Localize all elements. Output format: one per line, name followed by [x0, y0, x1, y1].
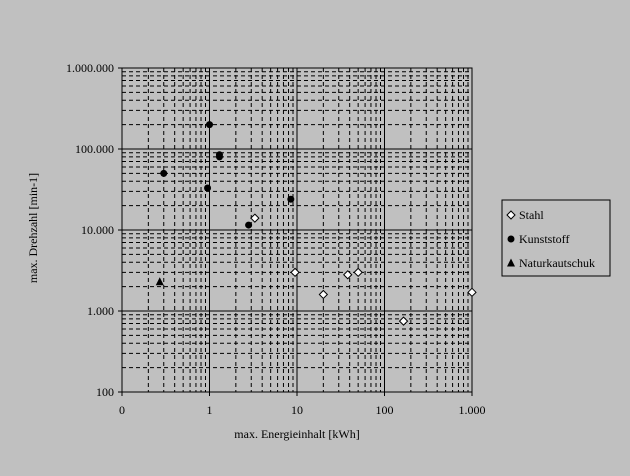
y-tick-label: 10.000 — [81, 223, 114, 237]
data-point-kunststoff — [204, 184, 212, 192]
y-tick-label: 1.000 — [87, 304, 114, 318]
y-tick-label: 100 — [96, 385, 114, 399]
x-tick-label: 100 — [376, 403, 394, 417]
legend-marker-stahl — [506, 210, 516, 220]
data-point-naturkautschuk — [155, 277, 164, 286]
y-tick-label: 100.000 — [75, 142, 114, 156]
data-point-stahl — [250, 213, 260, 223]
data-point-stahl — [318, 289, 329, 300]
x-axis-title: max. Energieinhalt [kWh] — [234, 427, 359, 441]
data-points — [155, 121, 477, 326]
data-point-stahl — [290, 267, 300, 278]
grid — [122, 68, 472, 392]
legend-label-naturkautschuk: Naturkautschuk — [519, 256, 595, 270]
data-point-kunststoff — [160, 169, 168, 177]
data-point-kunststoff — [245, 221, 253, 229]
data-point-stahl — [467, 287, 477, 298]
data-point-stahl — [343, 270, 353, 280]
legend-label-stahl: Stahl — [519, 208, 544, 222]
legend-marker-naturkautschuk — [507, 258, 515, 267]
data-point-stahl — [353, 267, 363, 278]
y-tick-label: 1.000.000 — [66, 61, 114, 75]
data-point-kunststoff — [206, 121, 213, 129]
data-point-kunststoff — [287, 195, 295, 203]
x-tick-label: 1 — [207, 403, 213, 417]
legend-label-kunststoff: Kunststoff — [519, 232, 569, 246]
x-tick-label: 1.000 — [459, 403, 486, 417]
data-point-stahl — [398, 316, 409, 326]
x-axis-ticks: 0 1 10 100 1.000 — [119, 392, 486, 417]
legend-box — [501, 199, 611, 277]
y-axis-ticks: 100 1.000 10.000 100.000 1.000.000 — [66, 61, 122, 399]
legend-marker-kunststoff — [507, 235, 515, 243]
legend: Stahl Kunststoff Naturkautschuk — [501, 199, 611, 277]
y-axis-title: max. Drehzahl [min-1] — [26, 173, 40, 283]
x-tick-label: 0 — [119, 403, 125, 417]
x-tick-label: 10 — [291, 403, 303, 417]
data-point-kunststoff — [215, 153, 223, 161]
